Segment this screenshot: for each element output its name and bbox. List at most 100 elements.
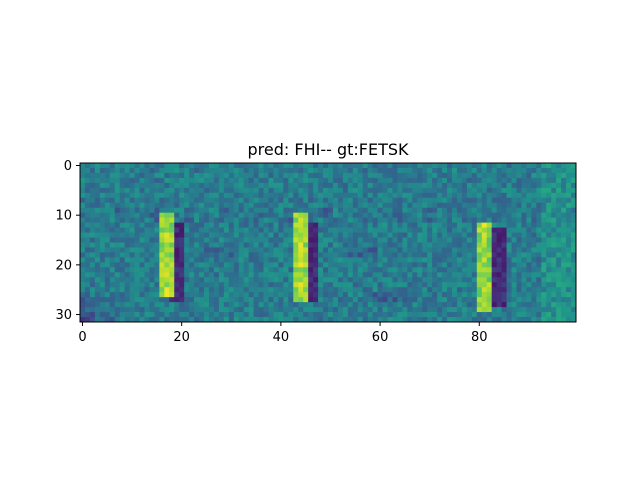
heatmap-cell xyxy=(303,247,309,253)
heatmap-cell xyxy=(213,312,220,318)
heatmap-cell xyxy=(496,227,502,233)
heatmap-cell xyxy=(228,202,235,209)
heatmap-cell xyxy=(243,172,250,179)
heatmap-cell xyxy=(288,222,294,228)
heatmap-cell xyxy=(278,177,284,184)
heatmap-cell xyxy=(496,163,502,169)
heatmap-cell xyxy=(233,202,240,209)
heatmap-cell xyxy=(313,292,319,298)
heatmap-cell xyxy=(437,307,443,313)
heatmap-cell xyxy=(412,317,418,323)
heatmap-cell xyxy=(194,312,200,318)
heatmap-cell xyxy=(169,207,175,214)
heatmap-cell xyxy=(99,192,106,199)
heatmap-cell xyxy=(461,247,468,253)
heatmap-cell xyxy=(387,272,393,278)
heatmap-cell xyxy=(184,297,190,303)
heatmap-cell xyxy=(337,197,344,204)
heatmap-cell xyxy=(442,252,448,258)
heatmap-cell xyxy=(362,272,369,278)
heatmap-cell xyxy=(223,267,230,273)
heatmap-cell xyxy=(536,182,542,189)
heatmap-cell xyxy=(184,222,190,228)
heatmap-cell xyxy=(139,217,145,224)
heatmap-cell xyxy=(89,163,96,169)
heatmap-cell xyxy=(332,187,339,194)
heatmap-cell xyxy=(139,202,145,209)
heatmap-cell xyxy=(303,242,309,248)
heatmap-cell xyxy=(114,212,121,219)
heatmap-cell xyxy=(382,217,388,224)
heatmap-cell xyxy=(313,212,319,219)
heatmap-cell xyxy=(347,257,354,263)
heatmap-cell xyxy=(243,267,250,273)
heatmap-cell xyxy=(367,212,374,219)
heatmap-cell xyxy=(109,312,116,318)
heatmap-cell xyxy=(471,257,478,263)
heatmap-cell xyxy=(332,297,339,303)
heatmap-cell xyxy=(347,217,354,224)
heatmap-cell xyxy=(546,307,552,313)
heatmap-cell xyxy=(496,197,502,204)
heatmap-cell xyxy=(442,282,448,288)
heatmap-cell xyxy=(263,307,269,313)
heatmap-cell xyxy=(427,197,433,204)
heatmap-cell xyxy=(432,317,438,323)
heatmap-cell xyxy=(362,217,369,224)
heatmap-cell xyxy=(466,187,473,194)
heatmap-cell xyxy=(422,267,428,273)
heatmap-cell xyxy=(541,232,547,238)
heatmap-cell xyxy=(427,247,433,253)
heatmap-cell xyxy=(194,292,200,298)
heatmap-cell xyxy=(357,217,364,224)
heatmap-cell xyxy=(184,282,190,288)
heatmap-cell xyxy=(382,267,388,273)
heatmap-cell xyxy=(526,237,532,243)
heatmap-cell xyxy=(541,257,547,263)
heatmap-cell xyxy=(164,237,170,243)
heatmap-cell xyxy=(248,212,254,219)
heatmap-cell xyxy=(283,272,289,278)
heatmap-cell xyxy=(541,172,547,179)
heatmap-cell xyxy=(109,232,116,238)
heatmap-cell xyxy=(382,312,388,318)
heatmap-cell xyxy=(323,217,329,224)
heatmap-cell xyxy=(397,227,403,233)
heatmap-cell xyxy=(357,207,364,214)
heatmap-cell xyxy=(377,222,383,228)
heatmap-cell xyxy=(134,277,140,283)
heatmap-cell xyxy=(536,297,542,303)
heatmap-cell xyxy=(109,182,116,189)
heatmap-cell xyxy=(233,192,240,199)
heatmap-cell xyxy=(159,197,165,204)
heatmap-cell xyxy=(362,212,369,219)
heatmap-cell xyxy=(531,207,537,214)
heatmap-cell xyxy=(546,177,552,184)
heatmap-cell xyxy=(268,217,274,224)
heatmap-cell xyxy=(551,312,557,318)
heatmap-cell xyxy=(303,282,309,288)
heatmap-cell xyxy=(213,222,220,228)
heatmap-cell xyxy=(362,307,369,313)
heatmap-cell xyxy=(149,167,155,174)
heatmap-cell xyxy=(248,247,254,253)
heatmap-cell xyxy=(392,177,398,184)
heatmap-cell xyxy=(526,247,532,253)
heatmap-cell xyxy=(159,242,165,248)
heatmap-cell xyxy=(169,217,175,224)
heatmap-cell xyxy=(293,292,299,298)
heatmap-cell xyxy=(347,307,354,313)
heatmap-cell xyxy=(422,312,428,318)
heatmap-cell xyxy=(516,312,522,318)
heatmap-cell xyxy=(99,277,106,283)
heatmap-cell xyxy=(526,292,532,298)
heatmap-cell xyxy=(318,187,324,194)
heatmap-cell xyxy=(84,187,91,194)
heatmap-cell xyxy=(238,262,245,268)
heatmap-cell xyxy=(84,267,91,273)
heatmap-cell xyxy=(144,277,150,283)
heatmap-cell xyxy=(258,292,264,298)
heatmap-cell xyxy=(402,232,408,238)
heatmap-cell xyxy=(159,312,165,318)
heatmap-cell xyxy=(288,267,294,273)
